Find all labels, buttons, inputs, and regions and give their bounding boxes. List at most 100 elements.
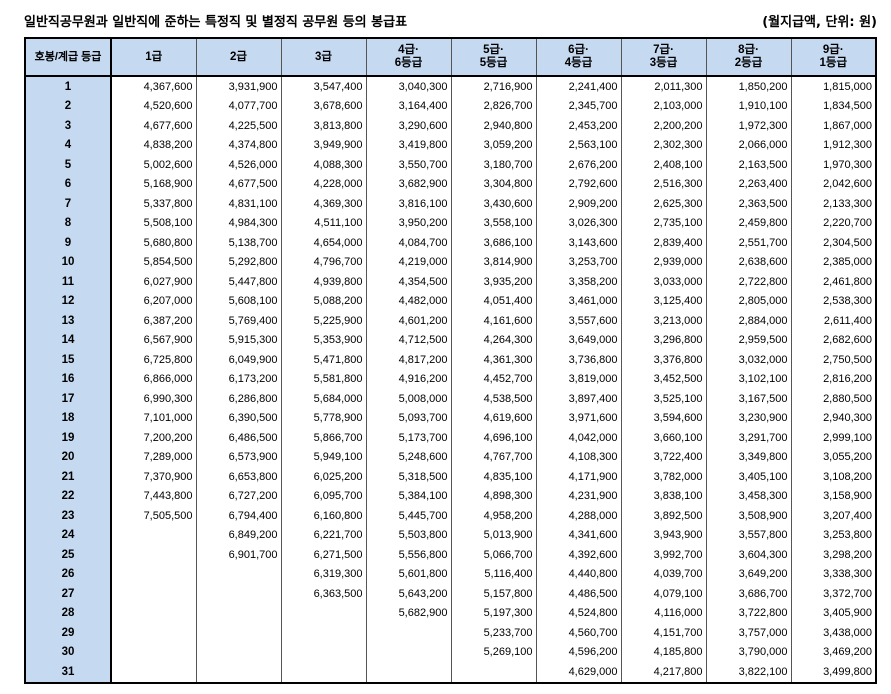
salary-cell: 2,959,500 [705, 330, 792, 350]
step-cell: 17 [24, 389, 112, 409]
salary-cell: 3,508,900 [705, 506, 792, 526]
salary-cell: 4,231,900 [535, 486, 622, 506]
salary-cell: 3,722,400 [620, 447, 707, 467]
column-header: 3급 [280, 37, 367, 77]
salary-cell: 4,511,100 [280, 213, 367, 233]
salary-cell: 3,816,100 [365, 194, 452, 214]
salary-cell: 2,408,100 [620, 155, 707, 175]
salary-cell: 5,682,900 [365, 603, 452, 623]
salary-cell: 5,225,900 [280, 311, 367, 331]
salary-cell: 2,939,000 [620, 252, 707, 272]
table-row: 14 6,567,900 5,915,300 5,353,900 4,712,500 4,… [24, 330, 877, 350]
salary-cell: 3,943,900 [620, 525, 707, 545]
salary-cell: 3,207,400 [790, 506, 877, 526]
step-cell: 28 [24, 603, 112, 623]
salary-cell: 6,173,200 [195, 369, 282, 389]
header-line: 7급· [653, 44, 674, 56]
salary-cell: 2,676,200 [535, 155, 622, 175]
salary-cell: 2,805,000 [705, 291, 792, 311]
column-header: 2급 [195, 37, 282, 77]
salary-cell: 2,625,300 [620, 194, 707, 214]
salary-cell: 4,042,000 [535, 428, 622, 448]
salary-cell: 3,213,000 [620, 311, 707, 331]
salary-cell: 4,116,000 [620, 603, 707, 623]
salary-cell: 2,516,300 [620, 174, 707, 194]
salary-cell: 2,200,200 [620, 116, 707, 136]
salary-cell: 5,447,800 [195, 272, 282, 292]
salary-cell: 2,611,400 [790, 311, 877, 331]
salary-cell: 5,949,100 [280, 447, 367, 467]
salary-cell: 2,722,800 [705, 272, 792, 292]
column-header: 9급· 1등급 [790, 37, 877, 77]
salary-cell: 4,039,700 [620, 564, 707, 584]
salary-cell: 4,629,000 [535, 662, 622, 683]
salary-cell: 3,158,900 [790, 486, 877, 506]
salary-cell: 4,225,500 [195, 116, 282, 136]
salary-cell: 2,304,500 [790, 233, 877, 253]
salary-cell: 6,025,200 [280, 467, 367, 487]
header-line: 3등급 [649, 57, 678, 69]
table-row: 17 6,990,300 6,286,800 5,684,000 5,008,000 4,… [24, 389, 877, 409]
salary-cell: 4,341,600 [535, 525, 622, 545]
table-row: 2 4,520,600 4,077,700 3,678,600 3,164,400 2,8… [24, 96, 877, 116]
step-cell: 12 [24, 291, 112, 311]
salary-cell [195, 603, 282, 623]
salary-cell: 5,608,100 [195, 291, 282, 311]
table-row: 16 6,866,000 6,173,200 5,581,800 4,916,200 4,… [24, 369, 877, 389]
header-line: 2급 [230, 50, 247, 63]
salary-cell [110, 564, 197, 584]
header-line: 1급 [145, 50, 163, 63]
column-header: 5급· 5등급 [450, 37, 537, 77]
salary-cell: 5,248,600 [365, 447, 452, 467]
table-row: 5 5,002,600 4,526,000 4,088,300 3,550,700 3,1… [24, 155, 877, 175]
salary-cell: 3,971,600 [535, 408, 622, 428]
salary-cell: 4,538,500 [450, 389, 537, 409]
salary-cell: 3,949,900 [280, 135, 367, 155]
salary-cell: 3,686,100 [450, 233, 537, 253]
salary-cell: 3,125,400 [620, 291, 707, 311]
salary-cell: 5,173,700 [365, 428, 452, 448]
salary-cell: 2,563,100 [535, 135, 622, 155]
salary-cell: 4,354,500 [365, 272, 452, 292]
salary-cell: 4,151,700 [620, 623, 707, 643]
step-cell: 19 [24, 428, 112, 448]
salary-cell: 3,033,000 [620, 272, 707, 292]
salary-cell: 2,682,600 [790, 330, 877, 350]
salary-cell: 3,604,300 [705, 545, 792, 565]
salary-cell [365, 623, 452, 643]
step-cell: 30 [24, 642, 112, 662]
salary-cell: 3,290,600 [365, 116, 452, 136]
salary-cell: 3,950,200 [365, 213, 452, 233]
salary-cell: 3,372,700 [790, 584, 877, 604]
salary-cell: 5,915,300 [195, 330, 282, 350]
salary-cell: 4,677,600 [110, 116, 197, 136]
salary-cell: 4,264,300 [450, 330, 537, 350]
step-cell: 8 [24, 213, 112, 233]
salary-cell [110, 623, 197, 643]
header-line: 9급· [822, 44, 844, 56]
salary-cell: 2,461,800 [790, 272, 877, 292]
salary-cell: 5,866,700 [280, 428, 367, 448]
header-line: 6등급 [394, 57, 423, 69]
step-cell: 9 [24, 233, 112, 253]
salary-cell: 2,884,000 [705, 311, 792, 331]
salary-cell: 4,898,300 [450, 486, 537, 506]
salary-cell: 4,767,700 [450, 447, 537, 467]
table-row: 21 7,370,900 6,653,800 6,025,200 5,318,500 4,… [24, 467, 877, 487]
header-line: 2등급 [734, 57, 763, 69]
salary-cell: 6,849,200 [195, 525, 282, 545]
salary-cell: 5,556,800 [365, 545, 452, 565]
table-body: 1 4,367,600 3,931,900 3,547,400 3,040,300 2,7… [24, 76, 877, 683]
step-cell: 5 [24, 155, 112, 175]
salary-cell: 3,722,800 [705, 603, 792, 623]
salary-cell: 4,288,000 [535, 506, 622, 526]
salary-cell: 4,219,000 [365, 252, 452, 272]
salary-cell [110, 545, 197, 565]
salary-cell: 3,298,200 [790, 545, 877, 565]
salary-cell: 3,376,800 [620, 350, 707, 370]
salary-cell: 5,508,100 [110, 213, 197, 233]
salary-cell: 4,619,600 [450, 408, 537, 428]
salary-cell [195, 564, 282, 584]
header-line: 5등급 [479, 57, 508, 69]
